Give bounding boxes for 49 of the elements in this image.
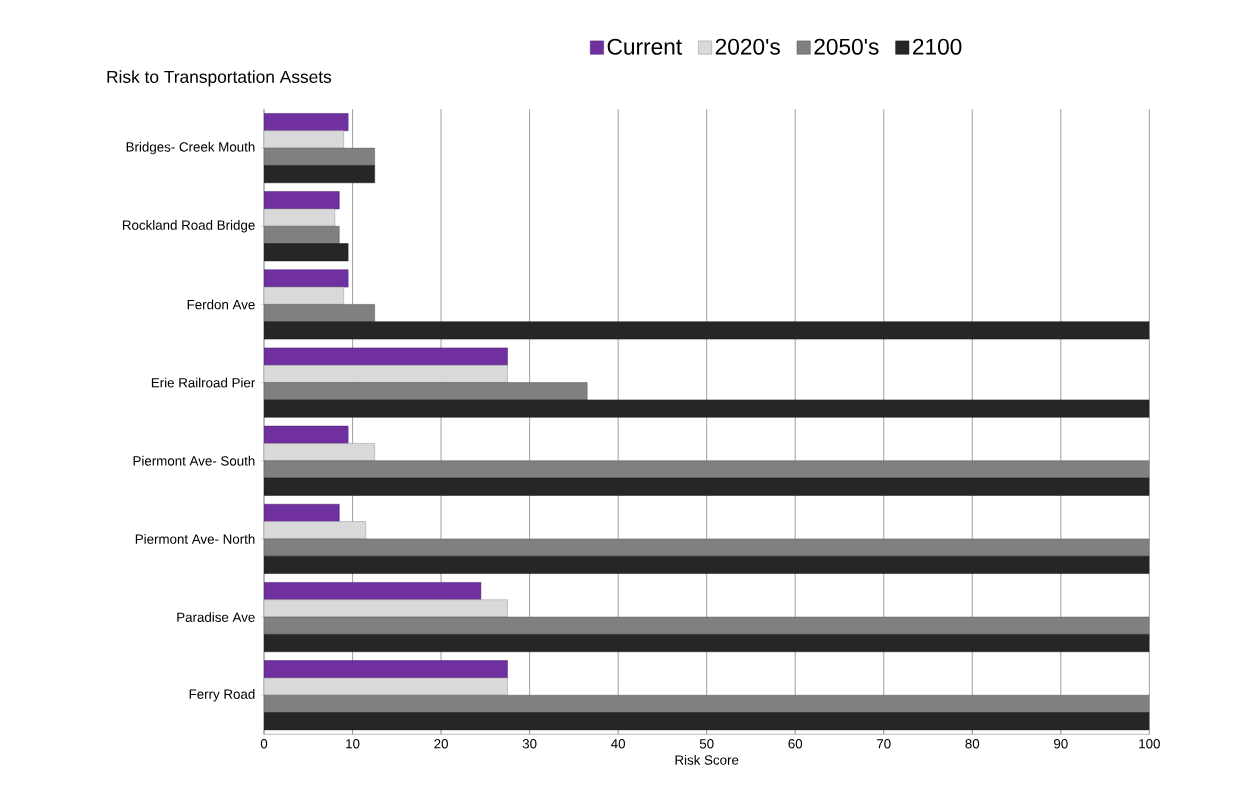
bar: [264, 503, 340, 522]
bar: [264, 582, 482, 601]
bar: [264, 321, 1150, 340]
bar: [264, 425, 349, 444]
x-tick-label: 50: [699, 739, 714, 749]
y-tick-label: Piermont Ave- North: [135, 534, 255, 544]
bar: [264, 165, 375, 184]
x-tick-label: 80: [965, 739, 980, 749]
y-tick-label: Erie Railroad Pier: [151, 377, 256, 388]
bar: [264, 443, 375, 462]
chart-title: Risk to Transportation Assets: [107, 70, 332, 87]
bar: [264, 660, 508, 679]
bar: [264, 712, 1150, 731]
legend-label: 2050's: [814, 38, 879, 55]
x-tick-label: 30: [522, 739, 537, 749]
legend-label: Current: [607, 38, 682, 55]
legend-label: 2020's: [715, 38, 780, 55]
x-axis-title: Risk Score: [675, 754, 739, 765]
bar: [264, 130, 344, 149]
bar: [264, 599, 508, 618]
bar: [264, 677, 508, 696]
y-tick-label: Ferry Road: [189, 689, 255, 702]
bar: [264, 113, 349, 132]
y-tick-label: Paradise Ave: [177, 612, 255, 622]
x-tick-label: 20: [434, 739, 448, 749]
bar: [264, 477, 1150, 496]
x-tick-label: 60: [788, 739, 803, 749]
bar: [264, 364, 508, 383]
x-tick-label: 40: [611, 739, 626, 749]
bar: [264, 555, 1150, 574]
bar: [264, 399, 1150, 418]
bar: [264, 269, 349, 288]
bar: [264, 243, 349, 262]
bar: [264, 208, 336, 227]
x-tick-label: 10: [346, 739, 360, 749]
bar: [264, 347, 508, 366]
bar: [264, 191, 340, 210]
y-tick-label: Rockland Road Bridge: [122, 220, 255, 233]
y-tick-label: Ferdon Ave: [187, 299, 255, 310]
bar: [264, 634, 1150, 653]
y-tick-label: Bridges- Creek Mouth: [126, 141, 255, 155]
x-tick-label: 0: [260, 739, 268, 749]
bar: [264, 286, 344, 305]
x-tick-label: 100: [1139, 739, 1160, 749]
y-tick-label: Piermont Ave- South: [133, 455, 255, 466]
x-tick-label: 70: [877, 739, 891, 749]
bar: [264, 521, 367, 540]
legend-label: 2100: [913, 38, 962, 55]
x-tick-label: 90: [1054, 739, 1068, 749]
